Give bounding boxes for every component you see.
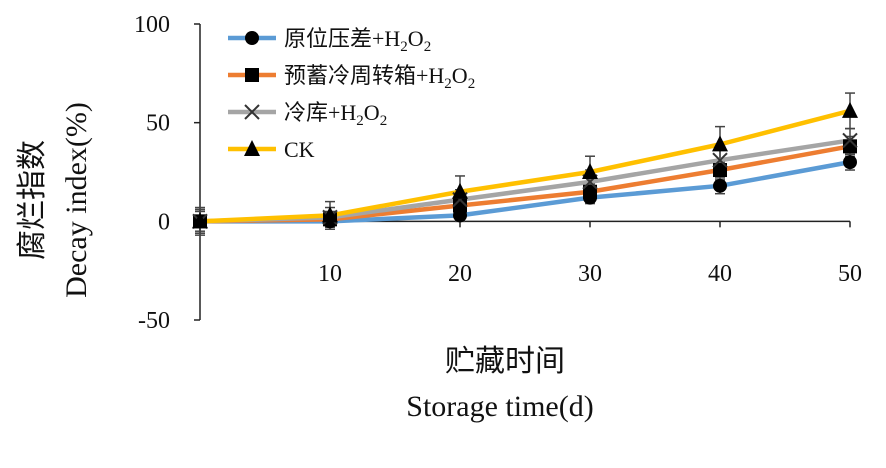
x-marker-stroke	[712, 152, 728, 168]
legend-label: 原位压差+H2O2	[284, 26, 431, 55]
y-tick-label: 50	[146, 111, 170, 137]
chart-tick-labels: 100 50 0 -50 10 20 30 40 50	[134, 12, 862, 334]
x-tick-label: 50	[838, 261, 862, 287]
data-point-triangle	[842, 101, 858, 118]
legend-marker-square	[245, 68, 259, 82]
data-point-triangle	[452, 182, 468, 199]
legend-label-part: 冷库+H	[284, 100, 356, 125]
legend-label-part: 2	[400, 39, 408, 55]
legend-label: 预蓄冷周转箱+H2O2	[284, 63, 475, 92]
data-point-square	[713, 163, 727, 178]
legend-label-part: 预蓄冷周转箱+H	[284, 63, 444, 88]
x-marker-stroke	[842, 132, 858, 149]
legend-label-part: O	[364, 100, 380, 125]
y-axis-title: Decay index(%)	[60, 102, 93, 298]
x-tick-label: 30	[578, 261, 602, 287]
legend-marker-circle	[245, 31, 259, 45]
series-line-3	[199, 108, 851, 224]
chart-markers	[192, 101, 858, 230]
y-axis-title-cn: 腐烂指数	[16, 140, 49, 260]
legend-label-part: O	[408, 26, 424, 51]
y-tick-label: 0	[158, 209, 170, 235]
data-point-triangle	[322, 206, 338, 223]
legend-label-part: 2	[424, 39, 432, 55]
legend-label-part: 原位压差+H	[284, 26, 400, 51]
legend-label-part: 2	[444, 76, 452, 92]
legend-marker-x	[244, 104, 260, 120]
legend-marker-triangle	[244, 140, 260, 156]
data-point-triangle	[712, 135, 728, 152]
x-tick-label: 10	[318, 261, 342, 287]
legend-label-part: 2	[468, 76, 476, 92]
legend-label-part: CK	[284, 137, 315, 162]
data-point-circle	[843, 155, 857, 170]
data-point-triangle	[582, 163, 598, 179]
x-tick-label: 40	[708, 261, 732, 287]
x-axis-title: Storage time(d)	[406, 390, 593, 423]
data-point-square	[583, 184, 597, 199]
legend-label: 冷库+H2O2	[284, 100, 387, 129]
legend-label-part: 2	[380, 113, 388, 129]
legend-label: CK	[284, 137, 315, 162]
legend-label-part: O	[452, 63, 468, 88]
data-point-x	[842, 132, 858, 149]
chart-series-lines	[199, 108, 851, 224]
y-tick-label: -50	[138, 308, 170, 334]
x-axis-title-cn: 贮藏时间	[445, 345, 565, 378]
legend-label-part: 2	[356, 113, 364, 129]
data-point-triangle	[192, 212, 208, 229]
data-point-circle	[713, 178, 727, 193]
x-tick-label: 20	[448, 261, 472, 287]
data-point-x	[712, 152, 728, 168]
x-marker-stroke	[244, 104, 260, 120]
y-tick-label: 100	[134, 12, 170, 38]
